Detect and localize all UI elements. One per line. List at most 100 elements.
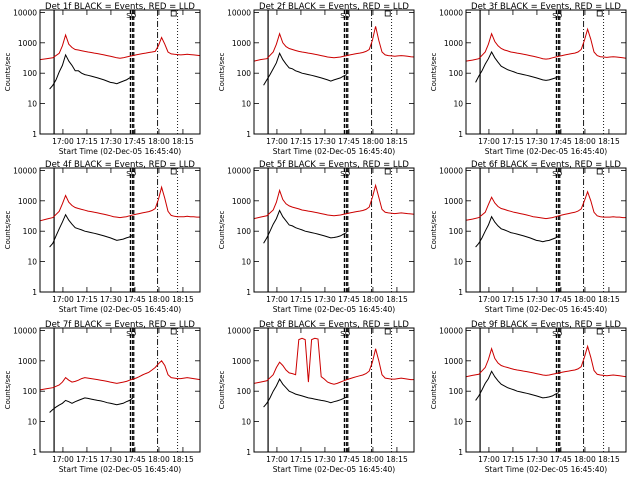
panel-title: Det 2f BLACK = Events, RED = LLD — [259, 2, 409, 12]
event-marker-box — [170, 168, 177, 175]
y-tick-label: 10 — [241, 258, 251, 267]
y-axis-label: Counts/sec — [430, 53, 438, 92]
x-tick-label: 17:00 — [478, 295, 500, 304]
series-line-lld — [253, 337, 414, 385]
x-tick-label: 18:15 — [386, 455, 408, 464]
x-tick-label: 18:00 — [362, 137, 384, 146]
y-tick-label: 10 — [241, 100, 251, 109]
panel-title: Det 7f BLACK = Events, RED = LLD — [45, 320, 195, 330]
x-tick-label: 17:00 — [478, 137, 500, 146]
y-axis-label: Counts/sec — [4, 211, 12, 250]
series-line-lld — [39, 33, 201, 61]
x-tick-label: 18:15 — [598, 455, 620, 464]
y-axis-label: Counts/sec — [218, 53, 226, 92]
y-tick-label: 100 — [23, 227, 38, 236]
series-line-events — [475, 50, 560, 83]
y-tick-label: 10000 — [13, 326, 37, 335]
y-tick-label: 1000 — [444, 197, 463, 206]
sd-annotation: SD — [552, 170, 562, 178]
series-line-events — [49, 53, 134, 90]
y-tick-label: 1 — [458, 448, 463, 457]
x-tick-label: 17:15 — [76, 295, 98, 304]
x-tick-label: 17:30 — [314, 455, 336, 464]
plot-frame — [465, 167, 627, 293]
series-line-lld — [465, 344, 627, 378]
sd-annotation: SD — [552, 12, 562, 20]
y-tick-label: 1000 — [18, 197, 37, 206]
y-tick-label: 1 — [32, 288, 37, 297]
plot-frame — [253, 9, 415, 135]
x-tick-label: 18:15 — [172, 455, 194, 464]
y-tick-label: 1 — [458, 130, 463, 139]
y-tick-label: 1000 — [232, 197, 251, 206]
plot-frame — [39, 327, 201, 453]
event-marker-box — [384, 10, 391, 17]
y-tick-label: 1000 — [18, 357, 37, 366]
y-tick-label: 1 — [32, 448, 37, 457]
x-axis-label: Start Time (02-Dec-05 16:45:40) — [485, 305, 607, 314]
y-tick-label: 10 — [27, 258, 37, 267]
x-tick-label: 17:30 — [526, 137, 548, 146]
x-tick-label: 18:15 — [172, 295, 194, 304]
y-tick-label: 1 — [458, 288, 463, 297]
x-tick-label: 17:15 — [290, 137, 312, 146]
y-tick-label: 10 — [453, 100, 463, 109]
x-tick-label: 17:00 — [478, 455, 500, 464]
x-tick-label: 17:30 — [100, 137, 122, 146]
x-tick-label: 18:15 — [172, 137, 194, 146]
sd-annotation: SD — [126, 330, 136, 338]
x-tick-label: 17:45 — [124, 455, 146, 464]
series-line-events — [263, 52, 348, 86]
x-tick-label: 17:45 — [338, 137, 360, 146]
event-marker-box — [384, 328, 391, 335]
x-tick-label: 17:45 — [550, 455, 572, 464]
y-axis-label: Counts/sec — [218, 211, 226, 250]
sd-annotation: SD — [340, 330, 350, 338]
plot-frame — [253, 167, 415, 293]
x-tick-label: 17:15 — [290, 295, 312, 304]
y-tick-label: 1000 — [232, 357, 251, 366]
panel-title: Det 1f BLACK = Events, RED = LLD — [45, 2, 195, 12]
y-tick-label: 10000 — [227, 8, 251, 17]
x-tick-label: 17:30 — [526, 295, 548, 304]
y-tick-label: 100 — [237, 227, 252, 236]
x-tick-label: 18:15 — [598, 137, 620, 146]
plot-frame — [39, 167, 201, 293]
y-tick-label: 10000 — [227, 326, 251, 335]
x-tick-label: 17:15 — [76, 455, 98, 464]
panel-title: Det 6f BLACK = Events, RED = LLD — [471, 160, 621, 170]
y-tick-label: 100 — [237, 69, 252, 78]
event-marker-box — [384, 168, 391, 175]
y-axis-label: Counts/sec — [430, 371, 438, 410]
y-axis-label: Counts/sec — [4, 53, 12, 92]
series-line-lld — [465, 27, 627, 62]
y-tick-label: 10000 — [13, 8, 37, 17]
panel-title: Det 8f BLACK = Events, RED = LLD — [259, 320, 409, 330]
plot-frame — [465, 327, 627, 453]
x-tick-label: 17:00 — [266, 455, 288, 464]
y-tick-label: 1000 — [18, 39, 37, 48]
y-tick-label: 10000 — [13, 166, 37, 175]
x-tick-label: 18:00 — [148, 455, 170, 464]
y-axis-label: Counts/sec — [430, 211, 438, 250]
x-axis-label: Start Time (02-Dec-05 16:45:40) — [273, 147, 395, 156]
series-line-events — [263, 209, 348, 244]
x-tick-label: 17:15 — [290, 455, 312, 464]
event-marker-box — [596, 168, 603, 175]
x-tick-label: 17:45 — [550, 137, 572, 146]
x-tick-label: 17:15 — [502, 295, 524, 304]
x-tick-label: 17:30 — [100, 455, 122, 464]
plot-frame — [253, 327, 415, 453]
x-tick-label: 18:00 — [574, 295, 596, 304]
y-tick-label: 1 — [32, 130, 37, 139]
y-tick-label: 100 — [23, 69, 38, 78]
x-tick-label: 17:30 — [314, 295, 336, 304]
x-axis-label: Start Time (02-Dec-05 16:45:40) — [59, 465, 181, 474]
series-line-lld — [253, 183, 415, 220]
y-tick-label: 10000 — [439, 8, 463, 17]
